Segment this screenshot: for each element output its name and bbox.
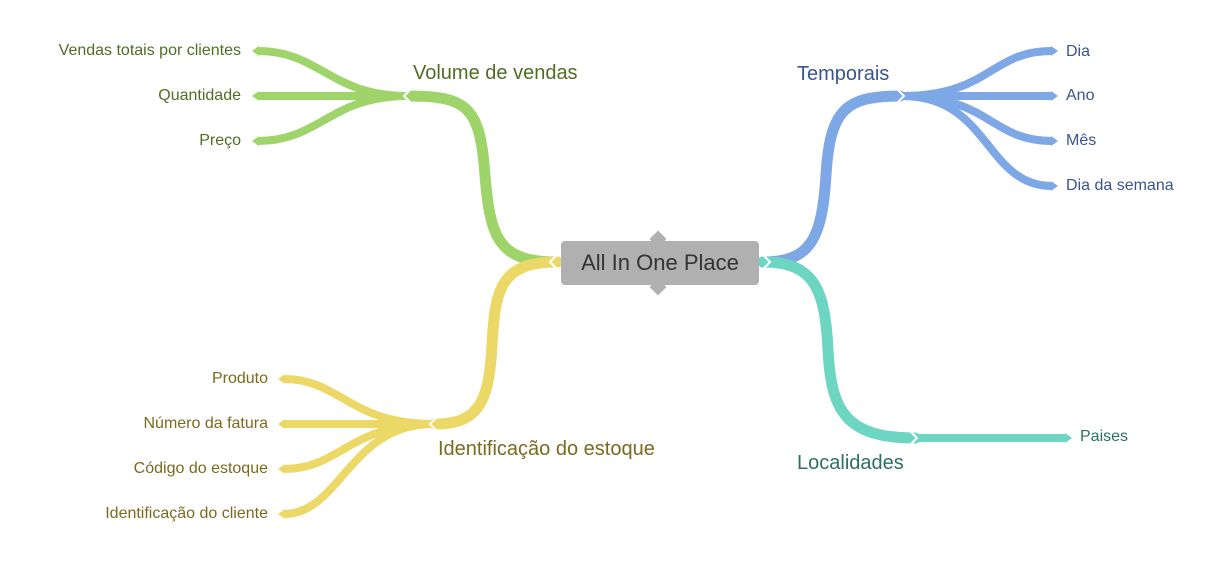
arrow-codigo xyxy=(278,464,285,474)
arrow-produto xyxy=(278,374,285,384)
junction-volume xyxy=(402,89,411,103)
branch-volume-label[interactable]: Volume de vendas xyxy=(413,62,578,84)
leaf-dia[interactable]: Dia xyxy=(1066,43,1091,60)
leaf-dia-semana[interactable]: Dia da semana xyxy=(1066,177,1174,194)
leaf-vendas-totais[interactable]: Vendas totais por clientes xyxy=(58,42,241,59)
connector-estoque-cliente xyxy=(283,420,434,518)
arrow-mes xyxy=(1051,136,1058,146)
arrow-paises xyxy=(1065,433,1072,443)
junction-center-left xyxy=(548,255,557,269)
connector-temporais-dia-semana xyxy=(901,92,1053,190)
junction-estoque xyxy=(428,417,437,431)
arrow-vendas-totais xyxy=(252,46,259,56)
arrow-dia xyxy=(1051,46,1058,56)
junction-localidades xyxy=(910,431,919,445)
leaf-paises[interactable]: Paises xyxy=(1080,428,1129,445)
connector-estoque xyxy=(429,256,563,430)
leaf-mes[interactable]: Mês xyxy=(1066,132,1097,149)
leaf-identificacao-cliente[interactable]: Identificação do cliente xyxy=(105,505,268,522)
leaf-produto[interactable]: Produto xyxy=(211,370,268,387)
arrow-cliente xyxy=(278,509,285,519)
connector-temporais-dia xyxy=(901,47,1053,100)
connector-volume xyxy=(404,90,563,268)
arrow-quantidade xyxy=(252,91,259,101)
junction-temporais xyxy=(897,89,906,103)
junction-center-right xyxy=(763,255,772,269)
connector-volume-vendas-totais xyxy=(257,47,409,100)
arrow-ano xyxy=(1051,91,1058,101)
connector-volume-preco xyxy=(257,92,409,145)
leaf-quantidade[interactable]: Quantidade xyxy=(158,87,241,104)
branch-estoque-label[interactable]: Identificação do estoque xyxy=(438,438,655,460)
leaf-codigo-estoque[interactable]: Código do estoque xyxy=(133,460,268,477)
leaf-preco[interactable]: Preço xyxy=(199,132,241,149)
central-topic[interactable]: All In One Place xyxy=(561,241,759,285)
leaf-ano[interactable]: Ano xyxy=(1066,87,1095,104)
branch-localidades-label[interactable]: Localidades xyxy=(797,452,904,474)
branch-temporais-label[interactable]: Temporais xyxy=(797,63,890,85)
arrow-preco xyxy=(252,136,259,146)
connector-localidades xyxy=(757,256,921,444)
arrow-numero xyxy=(278,419,285,429)
connector-estoque-produto xyxy=(283,375,434,428)
arrow-dia-semana xyxy=(1051,181,1058,191)
leaf-numero-fatura[interactable]: Número da fatura xyxy=(143,415,268,432)
central-topic-label: All In One Place xyxy=(581,250,739,275)
connector-temporais xyxy=(757,90,906,268)
